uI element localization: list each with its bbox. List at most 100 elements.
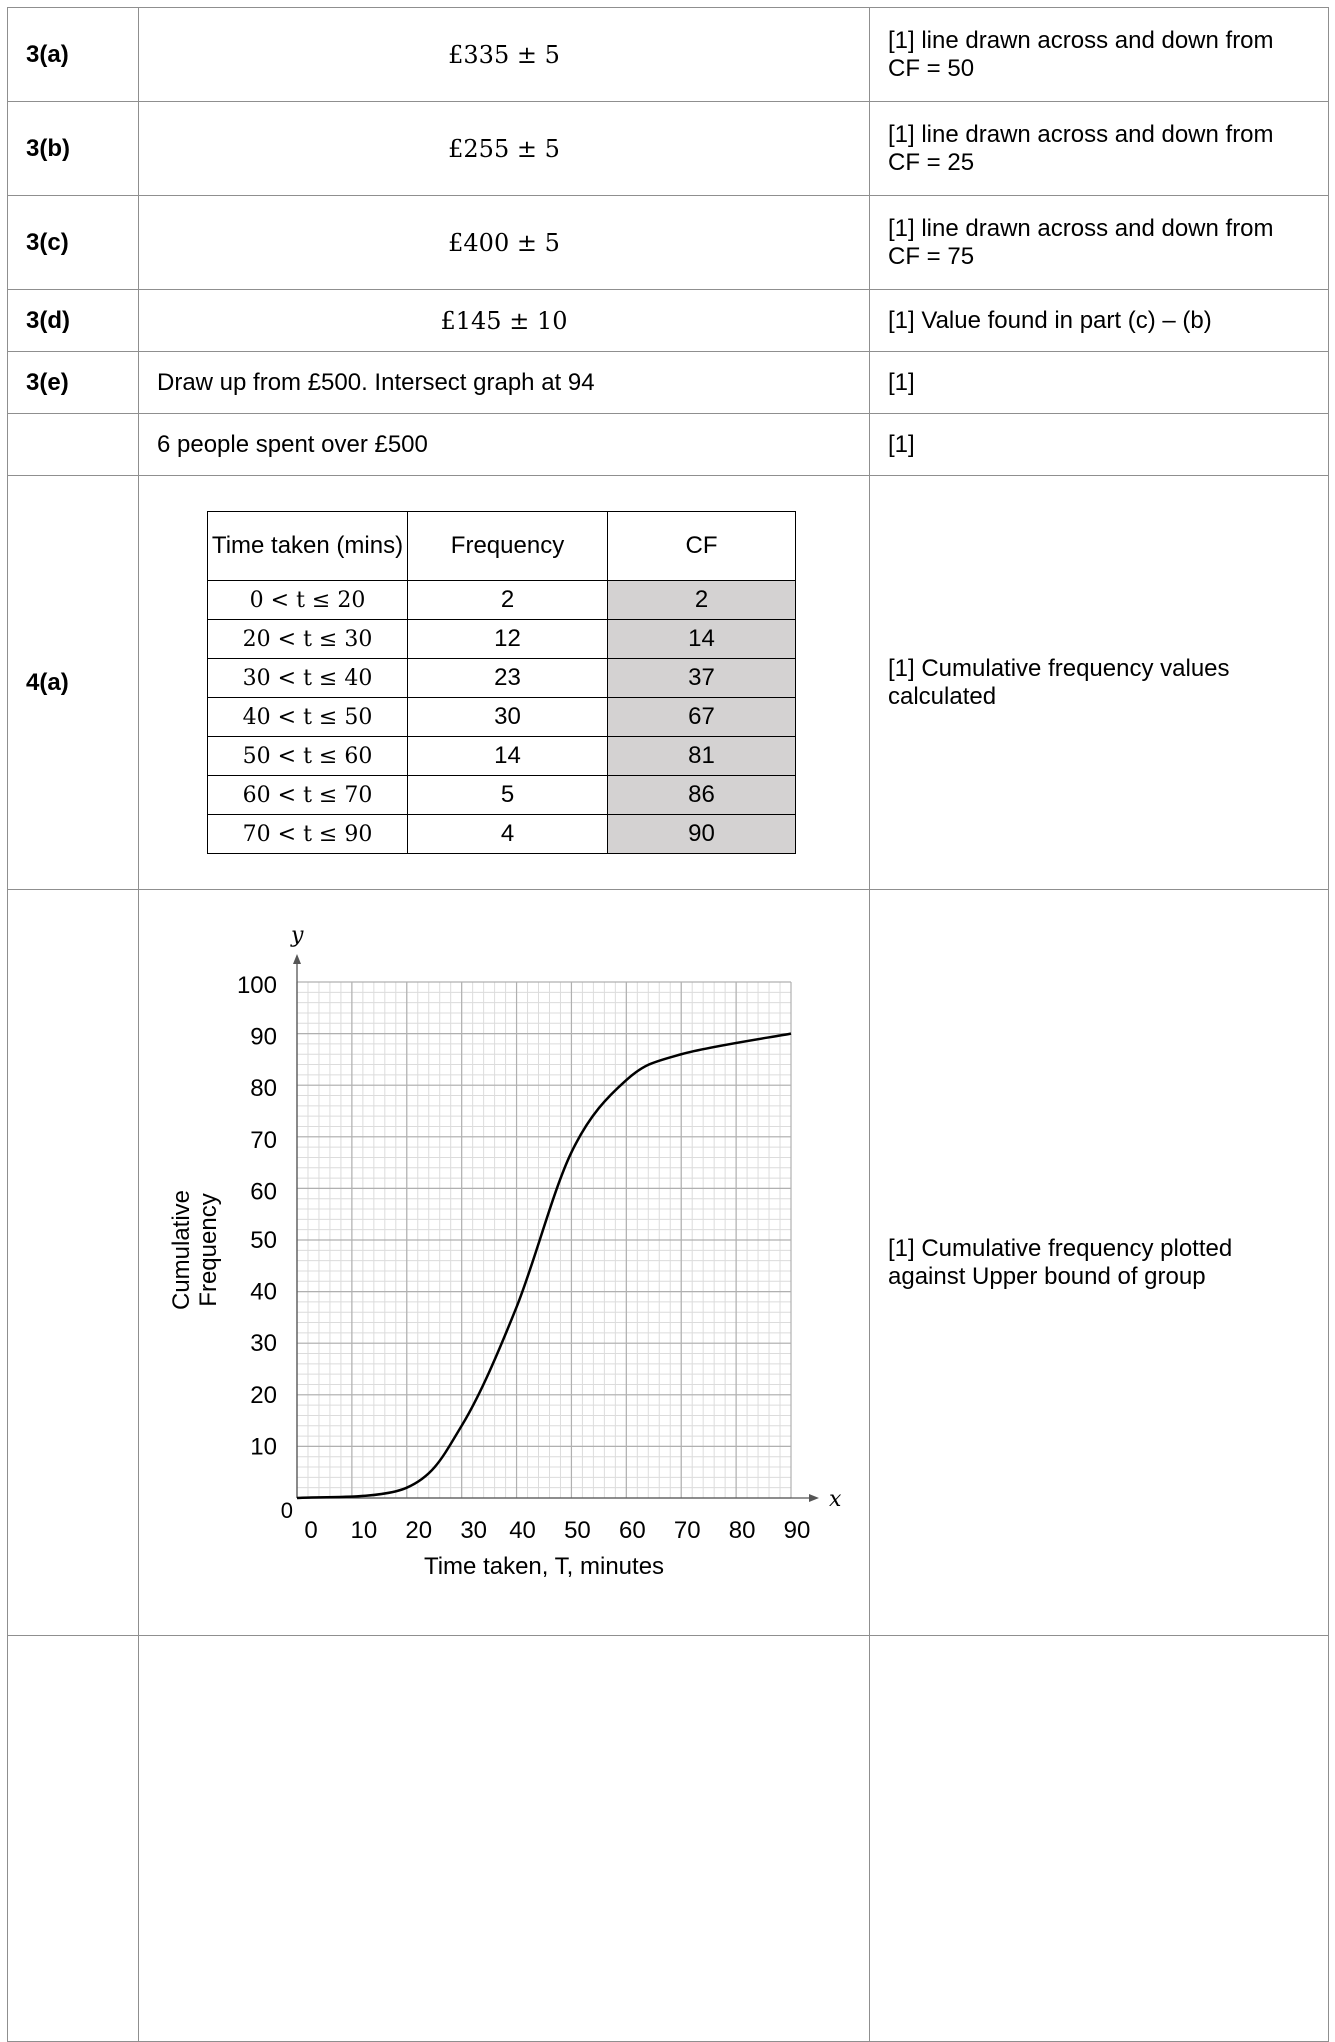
table-row: 4(a) Time taken (mins) Frequency CF 0 < … xyxy=(7,475,1329,890)
interval: 60 < t ≤ 70 xyxy=(207,775,408,815)
mark-note: [1] Cumulative frequency values calculat… xyxy=(869,475,1329,890)
cf-value: 86 xyxy=(607,775,796,815)
frequency: 5 xyxy=(407,775,608,815)
y-tick-label: 100 xyxy=(237,972,277,999)
question-number: 3(b) xyxy=(7,101,139,196)
table-row: 6 people spent over £500 [1] xyxy=(7,413,1329,476)
question-number xyxy=(7,413,139,476)
y-tick-label: 30 xyxy=(250,1330,277,1357)
question-number-empty xyxy=(7,889,139,1636)
empty-cell xyxy=(7,1635,139,2042)
y-axis-title-line1: Cumulative xyxy=(168,1190,195,1310)
cf-value: 14 xyxy=(607,619,796,659)
header-cf: CF xyxy=(607,511,796,581)
table-row: 3(e) Draw up from £500. Intersect graph … xyxy=(7,351,1329,414)
empty-cell xyxy=(869,1635,1329,2042)
cf-table: Time taken (mins) Frequency CF 0 < t ≤ 2… xyxy=(207,511,796,854)
answer: 6 people spent over £500 xyxy=(138,413,870,476)
mark-note: [1] line drawn across and down from CF =… xyxy=(869,7,1329,102)
cf-table-cell: Time taken (mins) Frequency CF 0 < t ≤ 2… xyxy=(138,475,870,890)
interval: 30 < t ≤ 40 xyxy=(207,658,408,698)
frequency: 12 xyxy=(407,619,608,659)
cf-table-row: 40 < t ≤ 50 30 67 xyxy=(207,697,796,737)
mark-scheme: 3(a) £335 ± 5 [1] line drawn across and … xyxy=(7,7,1329,2042)
mark-note: [1] line drawn across and down from CF =… xyxy=(869,195,1329,290)
answer: £145 ± 10 xyxy=(138,289,870,352)
y-axis-letter: y xyxy=(290,923,304,948)
table-row xyxy=(7,1635,1329,2042)
question-number: 3(d) xyxy=(7,289,139,352)
y-tick-label: 50 xyxy=(250,1227,277,1254)
answer: £335 ± 5 xyxy=(138,7,870,102)
cf-table-row: 60 < t ≤ 70 5 86 xyxy=(207,775,796,815)
cf-value: 2 xyxy=(607,580,796,620)
mark-note: [1] Value found in part (c) – (b) xyxy=(869,289,1329,352)
interval: 40 < t ≤ 50 xyxy=(207,697,408,737)
interval: 50 < t ≤ 60 xyxy=(207,736,408,776)
cf-table-row: 0 < t ≤ 20 2 2 xyxy=(207,580,796,620)
table-row: 3(d) £145 ± 10 [1] Value found in part (… xyxy=(7,289,1329,352)
question-number: 3(c) xyxy=(7,195,139,290)
x-tick-label: 70 xyxy=(674,1517,701,1544)
cf-value: 90 xyxy=(607,814,796,854)
cf-value: 67 xyxy=(607,697,796,737)
table-row: 3(b) £255 ± 5 [1] line drawn across and … xyxy=(7,101,1329,196)
y-tick-label: 80 xyxy=(250,1075,277,1102)
answer: £400 ± 5 xyxy=(138,195,870,290)
cf-table-row: 50 < t ≤ 60 14 81 xyxy=(207,736,796,776)
table-row: 3(c) £400 ± 5 [1] line drawn across and … xyxy=(7,195,1329,290)
header-time: Time taken (mins) xyxy=(207,511,408,581)
question-number: 3(e) xyxy=(7,351,139,414)
frequency: 2 xyxy=(407,580,608,620)
cf-table-row: 20 < t ≤ 30 12 14 xyxy=(207,619,796,659)
cumulative-frequency-chart: x y 10 20 30 40 50 60 70 80 90 100 00 10 20 30 40 50 60 70 8… xyxy=(168,923,842,1580)
y-tick-label: 70 xyxy=(250,1127,277,1154)
x-tick-label: 90 xyxy=(784,1517,811,1544)
mark-note: [1] xyxy=(869,351,1329,414)
empty-cell xyxy=(138,1635,870,2042)
x-axis-arrow xyxy=(809,1494,819,1502)
question-number: 3(a) xyxy=(7,7,139,102)
x-axis-letter: x xyxy=(829,1487,842,1512)
y-axis-title-line2: Frequency xyxy=(195,1193,222,1306)
interval: 0 < t ≤ 20 xyxy=(207,580,408,620)
question-number: 4(a) xyxy=(7,475,139,890)
y-tick-label: 60 xyxy=(250,1178,277,1205)
cf-table-row: 70 < t ≤ 90 4 90 xyxy=(207,814,796,854)
answer: £255 ± 5 xyxy=(138,101,870,196)
frequency: 4 xyxy=(407,814,608,854)
mark-note: [1] line drawn across and down from CF =… xyxy=(869,101,1329,196)
frequency: 23 xyxy=(407,658,608,698)
x-tick-label: 20 xyxy=(405,1517,432,1544)
header-frequency: Frequency xyxy=(407,511,608,581)
y-tick-label: 90 xyxy=(250,1024,277,1051)
x-tick-label: 40 xyxy=(509,1517,536,1544)
graph-cell: x y 10 20 30 40 50 60 70 80 90 100 0 0 10 20 30 40 50 60 70 8… xyxy=(138,889,870,1636)
x-tick-label: 10 xyxy=(351,1517,378,1544)
y-tick-label: 10 xyxy=(250,1433,277,1460)
y-axis-arrow xyxy=(293,954,301,964)
x-tick-label: 60 xyxy=(619,1517,646,1544)
mark-scheme-table: 3(a) £335 ± 5 [1] line drawn across and … xyxy=(7,7,1329,2042)
cf-value: 81 xyxy=(607,736,796,776)
origin-label: 0 xyxy=(281,1498,293,1523)
interval: 70 < t ≤ 90 xyxy=(207,814,408,854)
frequency: 30 xyxy=(407,697,608,737)
cf-table-header-row: Time taken (mins) Frequency CF xyxy=(207,511,796,581)
x-tick-label: 0 xyxy=(304,1517,317,1544)
table-row: 3(a) £335 ± 5 [1] line drawn across and … xyxy=(7,7,1329,102)
y-tick-label: 20 xyxy=(250,1382,277,1409)
cf-value: 37 xyxy=(607,658,796,698)
interval: 20 < t ≤ 30 xyxy=(207,619,408,659)
frequency: 14 xyxy=(407,736,608,776)
cumulative-frequency-curve xyxy=(296,1032,792,1500)
cf-table-row: 30 < t ≤ 40 23 37 xyxy=(207,658,796,698)
x-axis-title: Time taken, T, minutes xyxy=(424,1553,664,1580)
y-tick-label: 40 xyxy=(250,1279,277,1306)
table-row: x y 10 20 30 40 50 60 70 80 90 100 0 0 10 20 30 40 50 60 70 8… xyxy=(7,889,1329,1636)
mark-note: [1] xyxy=(869,413,1329,476)
x-tick-label: 80 xyxy=(729,1517,756,1544)
answer: Draw up from £500. Intersect graph at 94 xyxy=(138,351,870,414)
mark-note: [1] Cumulative frequency plotted against… xyxy=(869,889,1329,1636)
x-tick-label: 30 xyxy=(460,1517,487,1544)
